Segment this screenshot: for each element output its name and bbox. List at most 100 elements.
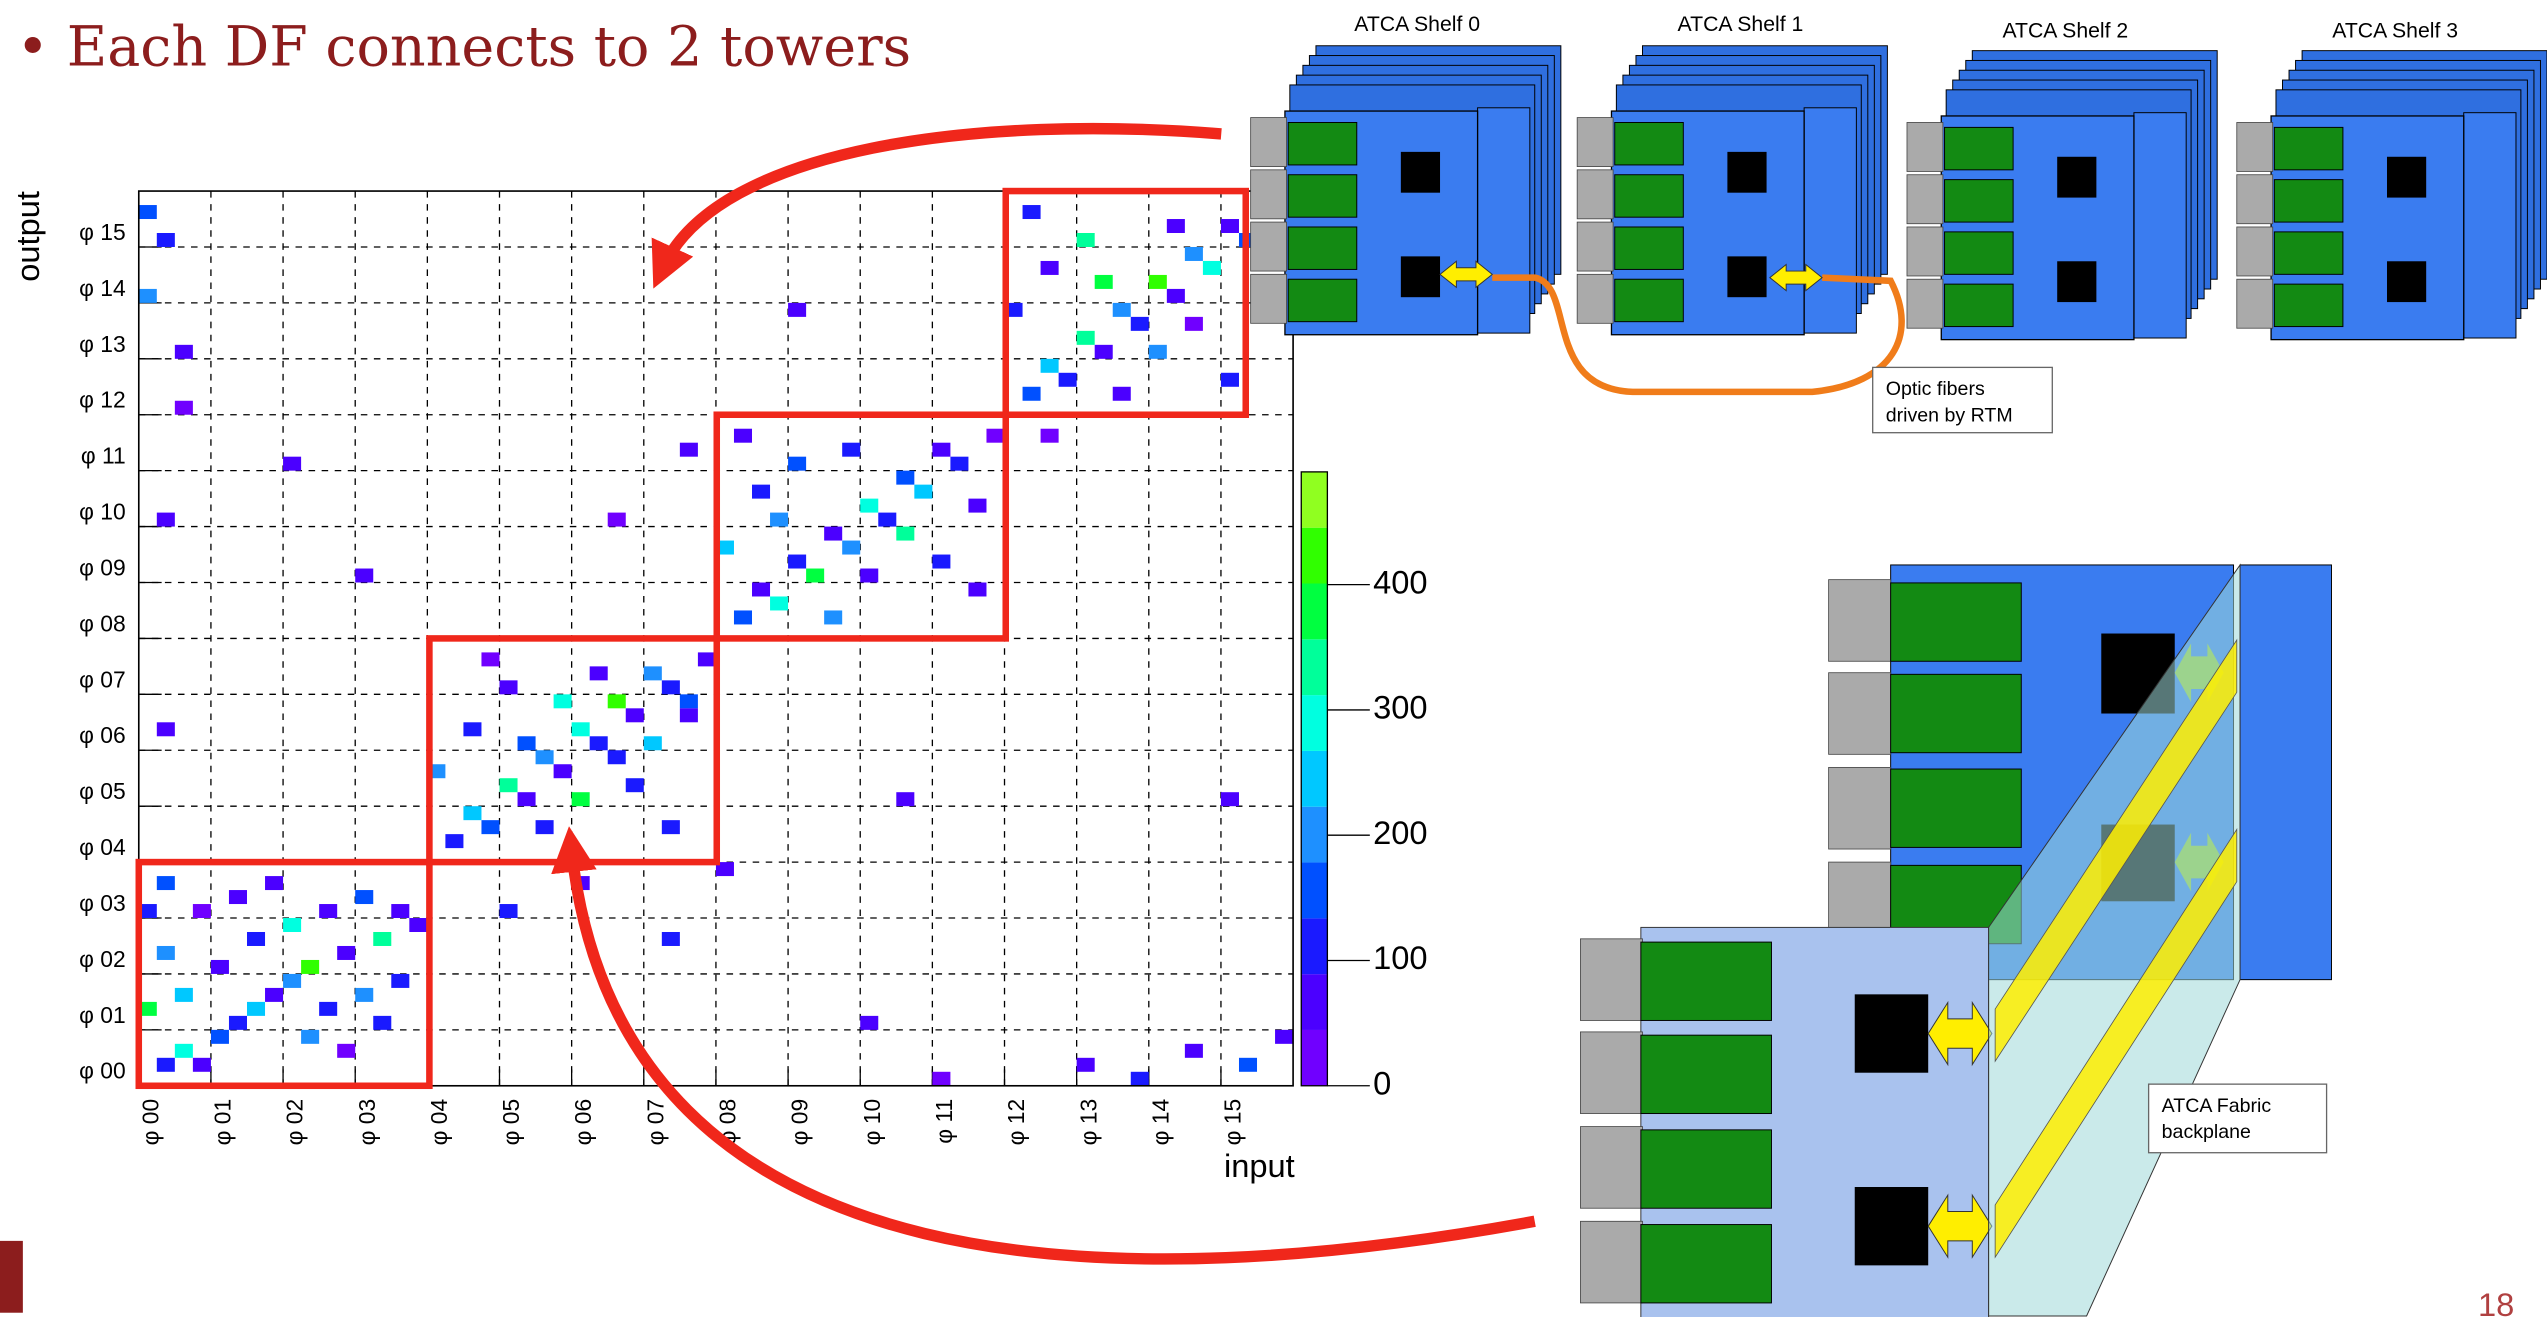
- heat-cell: [1202, 260, 1221, 275]
- heat-cell: [156, 945, 175, 960]
- y-axis-label: output: [9, 191, 46, 282]
- heat-cell: [842, 540, 861, 555]
- heat-cell: [860, 498, 879, 513]
- heat-cell: [138, 904, 157, 919]
- heat-cell: [301, 1029, 320, 1044]
- colorbar-band: [1301, 862, 1328, 919]
- heat-cell: [860, 1015, 879, 1030]
- backplane-label-box: [2147, 1083, 2328, 1154]
- page-number: 18: [2478, 1286, 2514, 1317]
- x-tick-label: φ 13: [1075, 1099, 1101, 1146]
- shelf: [1906, 49, 2219, 341]
- y-tick-label: φ 08: [79, 610, 126, 636]
- heat-cell: [210, 959, 229, 974]
- heat-cell: [1166, 288, 1185, 303]
- heat-cell: [265, 876, 284, 891]
- heat-cell: [192, 904, 211, 919]
- heat-cell: [301, 959, 320, 974]
- heat-cell: [355, 987, 374, 1002]
- heat-cell: [643, 666, 662, 681]
- heat-cell: [499, 904, 518, 919]
- heat-cell: [1094, 274, 1113, 289]
- colorbar-band: [1301, 527, 1328, 584]
- heat-cell: [1040, 428, 1059, 443]
- heat-cell: [1220, 372, 1239, 387]
- shelf-title: ATCA Shelf 1: [1678, 13, 1804, 36]
- heat-cell: [661, 680, 680, 695]
- heat-cell: [914, 484, 933, 499]
- heat-cell: [445, 834, 464, 849]
- heat-cell: [860, 568, 879, 583]
- fiber-label-box: [1872, 366, 2053, 434]
- colorbar-band: [1301, 583, 1328, 640]
- heat-cell: [174, 344, 193, 359]
- heat-cell: [697, 652, 716, 667]
- heat-cell: [878, 512, 897, 527]
- heat-cell: [1076, 330, 1095, 345]
- heat-cell: [1148, 274, 1167, 289]
- y-tick-label: φ 11: [81, 443, 126, 469]
- heat-cell: [1184, 246, 1203, 261]
- link-arrow: [1769, 263, 1823, 292]
- heat-cell: [373, 1015, 392, 1030]
- x-tick-label: φ 12: [1003, 1099, 1029, 1146]
- colorbar-band: [1301, 750, 1328, 807]
- backplane-label: ATCA Fabric: [2162, 1095, 2272, 1117]
- heat-cell: [788, 554, 807, 569]
- heat-cell: [896, 470, 915, 485]
- heat-cell: [553, 694, 572, 709]
- heat-cell: [643, 736, 662, 751]
- heat-cell: [607, 750, 626, 765]
- heat-cell: [752, 582, 771, 597]
- heat-cell: [1040, 260, 1059, 275]
- heat-cell: [679, 708, 698, 723]
- heat-cell: [1112, 386, 1131, 401]
- y-tick-label: φ 09: [79, 554, 126, 580]
- colorbar-band: [1301, 639, 1328, 696]
- heatmap-chart: φ 00 φ 01 φ 02 φ 03 φ 04 φ 05 φ 06 φ 07 φ 08 φ 09…: [9, 187, 1428, 1184]
- sector-box: [1002, 187, 1250, 419]
- y-tick-label: φ 12: [79, 387, 126, 413]
- heat-cell: [481, 820, 500, 835]
- y-tick-label: φ 00: [79, 1058, 126, 1084]
- heat-cell: [156, 233, 175, 247]
- heat-cell: [1148, 344, 1167, 359]
- heat-cell: [409, 918, 428, 932]
- heat-cell: [733, 610, 753, 625]
- x-tick-label: φ 14: [1147, 1099, 1173, 1146]
- heat-cell: [1022, 205, 1041, 220]
- x-tick-label: φ 03: [354, 1099, 380, 1146]
- backplane-label: backplane: [2162, 1121, 2251, 1143]
- heat-cell: [499, 680, 518, 695]
- heat-cell: [1220, 792, 1239, 807]
- heat-cell: [265, 987, 284, 1002]
- heat-cell: [1130, 1071, 1149, 1086]
- heat-cell: [337, 1043, 356, 1058]
- x-axis-label: input: [1224, 1147, 1295, 1184]
- heat-cell: [571, 722, 590, 737]
- heat-cell: [661, 931, 680, 946]
- colorbar-label: 400: [1373, 563, 1427, 600]
- heat-cell: [246, 1001, 266, 1016]
- heat-cell: [842, 442, 861, 457]
- colorbar-band: [1301, 974, 1328, 1030]
- heat-cell: [535, 750, 554, 765]
- heat-cell: [391, 973, 410, 988]
- fiber-label: Optic fibers: [1886, 378, 1985, 400]
- heat-cell: [932, 1071, 951, 1086]
- heat-cell: [607, 694, 626, 709]
- plot-frame: [137, 190, 1294, 1087]
- heat-cell: [715, 540, 734, 555]
- y-tick-label: φ 02: [79, 946, 126, 972]
- heat-cell: [824, 610, 843, 625]
- y-tick-label: φ 15: [79, 219, 126, 245]
- heat-cell: [1040, 358, 1059, 373]
- heat-cell: [138, 205, 157, 220]
- x-tick-label: φ 07: [642, 1099, 668, 1146]
- heat-cell: [1275, 1029, 1294, 1044]
- heat-cell: [246, 931, 266, 946]
- colorbar-label: 200: [1373, 814, 1427, 851]
- colorbar-label: 0: [1373, 1064, 1391, 1101]
